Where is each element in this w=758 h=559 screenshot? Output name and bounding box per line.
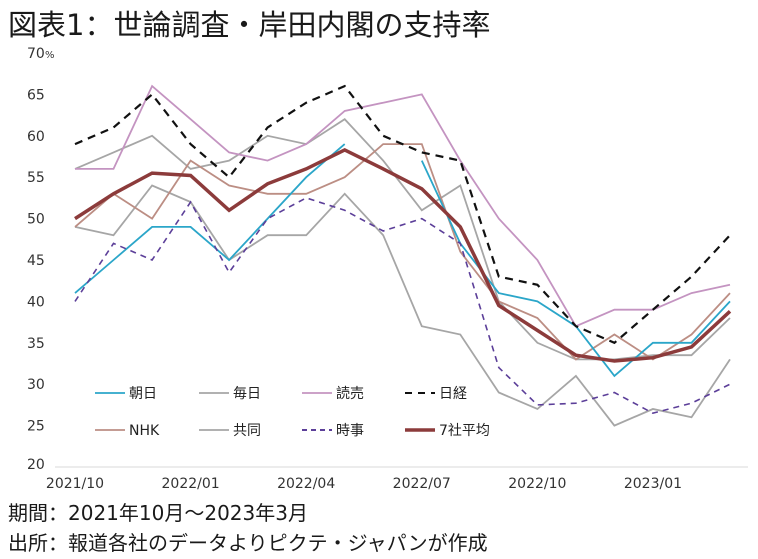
series-line-朝日 [420, 160, 731, 378]
series-line-時事 [74, 197, 731, 415]
series-line-7社平均 [74, 147, 732, 363]
y-tick-label: 30 [27, 377, 45, 393]
legend-label: NHK [129, 423, 160, 439]
y-axis: 20 25 30 35 40 45 50 55 60 65 70% [27, 46, 55, 473]
y-tick-label: 65 [27, 87, 45, 103]
y-tick-label: 45 [27, 253, 45, 269]
legend-label: 共同 [233, 423, 261, 439]
series-line-共同 [74, 118, 731, 361]
series-line-朝日 [74, 143, 346, 294]
y-tick-label: 50 [27, 212, 45, 228]
series-line-読売 [75, 84, 731, 328]
legend-label: 毎日 [233, 386, 261, 402]
legend-item: 朝日 [95, 386, 157, 402]
series-line-毎日 [74, 184, 731, 427]
y-tick-label: 25 [27, 419, 45, 435]
y-tick-label: 35 [27, 336, 45, 352]
legend-label: 朝日 [129, 386, 157, 402]
legend: 朝日 毎日 読売 日経 NHK 共同 時事 7社平均 [95, 385, 490, 439]
y-tick-label: 70 [27, 46, 45, 62]
y-tick-label: 55 [27, 170, 45, 186]
y-tick-label: 20 [27, 457, 45, 473]
legend-item: 読売 [302, 385, 364, 402]
y-tick-label: 40 [27, 294, 45, 310]
x-tick-label: 2022/01 [162, 476, 220, 492]
y-unit-label: % [45, 50, 55, 61]
x-tick-label: 2023/01 [624, 476, 682, 492]
legend-label: 7社平均 [439, 423, 490, 439]
source-note: 出所：報道各社のデータよりピクテ・ジャパンが作成 [8, 531, 488, 555]
legend-item: 共同 [199, 423, 261, 439]
period-note: 期間：2021年10月～2023年3月 [8, 501, 308, 525]
legend-label: 時事 [336, 423, 364, 439]
y-tick-label: 60 [27, 129, 45, 145]
x-tick-label: 2022/07 [393, 476, 451, 492]
legend-label: 読売 [336, 385, 364, 402]
series-line-日経 [74, 84, 731, 345]
x-tick-label: 2022/04 [277, 476, 335, 492]
legend-item: 毎日 [199, 386, 261, 402]
legend-item: NHK [95, 423, 160, 439]
chart-title: 図表1：世論調査・岸田内閣の支持率 [8, 8, 491, 42]
legend-item: 日経 [405, 386, 467, 402]
series-group [74, 84, 732, 427]
legend-label: 日経 [439, 386, 467, 402]
legend-item: 7社平均 [405, 423, 490, 439]
x-axis: 2021/10 2022/01 2022/04 2022/07 2022/10 2023/… [46, 476, 682, 492]
x-tick-label: 2022/10 [508, 476, 566, 492]
legend-item: 時事 [302, 423, 364, 439]
x-tick-label: 2021/10 [46, 476, 104, 492]
